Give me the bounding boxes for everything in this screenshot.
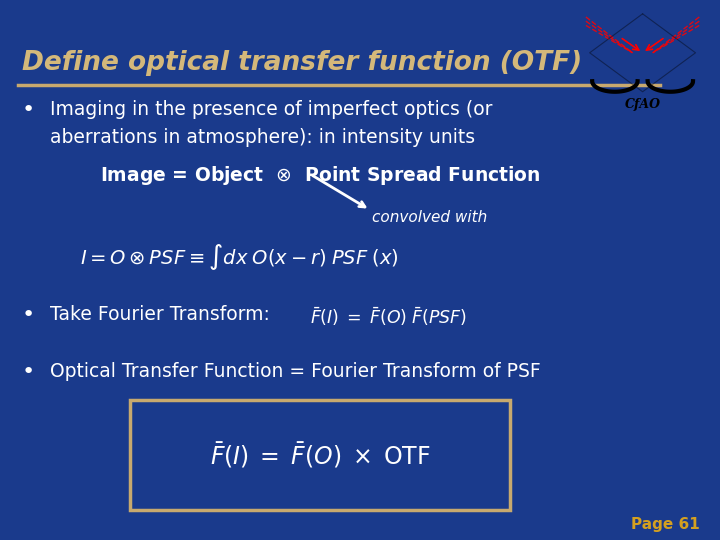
Text: Define optical transfer function (OTF): Define optical transfer function (OTF) — [22, 50, 582, 76]
Text: Take Fourier Transform:: Take Fourier Transform: — [50, 305, 270, 324]
Text: •: • — [22, 100, 35, 120]
Text: CfAO: CfAO — [625, 98, 661, 111]
Text: aberrations in atmosphere): in intensity units: aberrations in atmosphere): in intensity… — [50, 128, 475, 147]
Text: $I = O \otimes PSF \equiv \int dx\; O(x-r)\; PSF\;(x)$: $I = O \otimes PSF \equiv \int dx\; O(x-… — [80, 242, 399, 272]
Text: $\bar{F}(I)\;=\;\bar{F}(O)\;\times\;\mathrm{OTF}$: $\bar{F}(I)\;=\;\bar{F}(O)\;\times\;\mat… — [210, 440, 431, 470]
Text: Page 61: Page 61 — [631, 517, 700, 532]
Text: •: • — [22, 305, 35, 325]
Text: convolved with: convolved with — [372, 210, 487, 225]
Text: $\bar{F}(I)\;=\;\bar{F}(O)\;\bar{F}(PSF)$: $\bar{F}(I)\;=\;\bar{F}(O)\;\bar{F}(PSF)… — [310, 305, 467, 328]
Text: •: • — [22, 362, 35, 382]
Text: Imaging in the presence of imperfect optics (or: Imaging in the presence of imperfect opt… — [50, 100, 492, 119]
Text: Optical Transfer Function = Fourier Transform of PSF: Optical Transfer Function = Fourier Tran… — [50, 362, 541, 381]
Bar — [130, 400, 510, 510]
Text: Image = Object  $\otimes$  Point Spread Function: Image = Object $\otimes$ Point Spread Fu… — [100, 164, 541, 187]
